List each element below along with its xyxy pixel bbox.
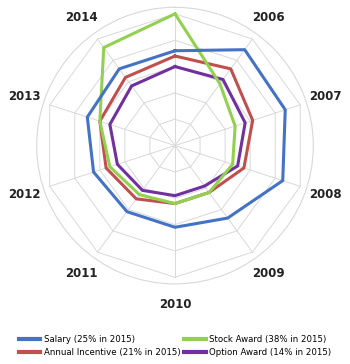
Legend: Salary (25% in 2015), Annual Incentive (21% in 2015), Stock Award (38% in 2015),: Salary (25% in 2015), Annual Incentive (…: [16, 332, 334, 360]
